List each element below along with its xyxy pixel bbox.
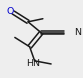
Text: O: O [6, 7, 14, 16]
Text: N: N [74, 28, 81, 37]
Text: HN: HN [26, 59, 40, 68]
